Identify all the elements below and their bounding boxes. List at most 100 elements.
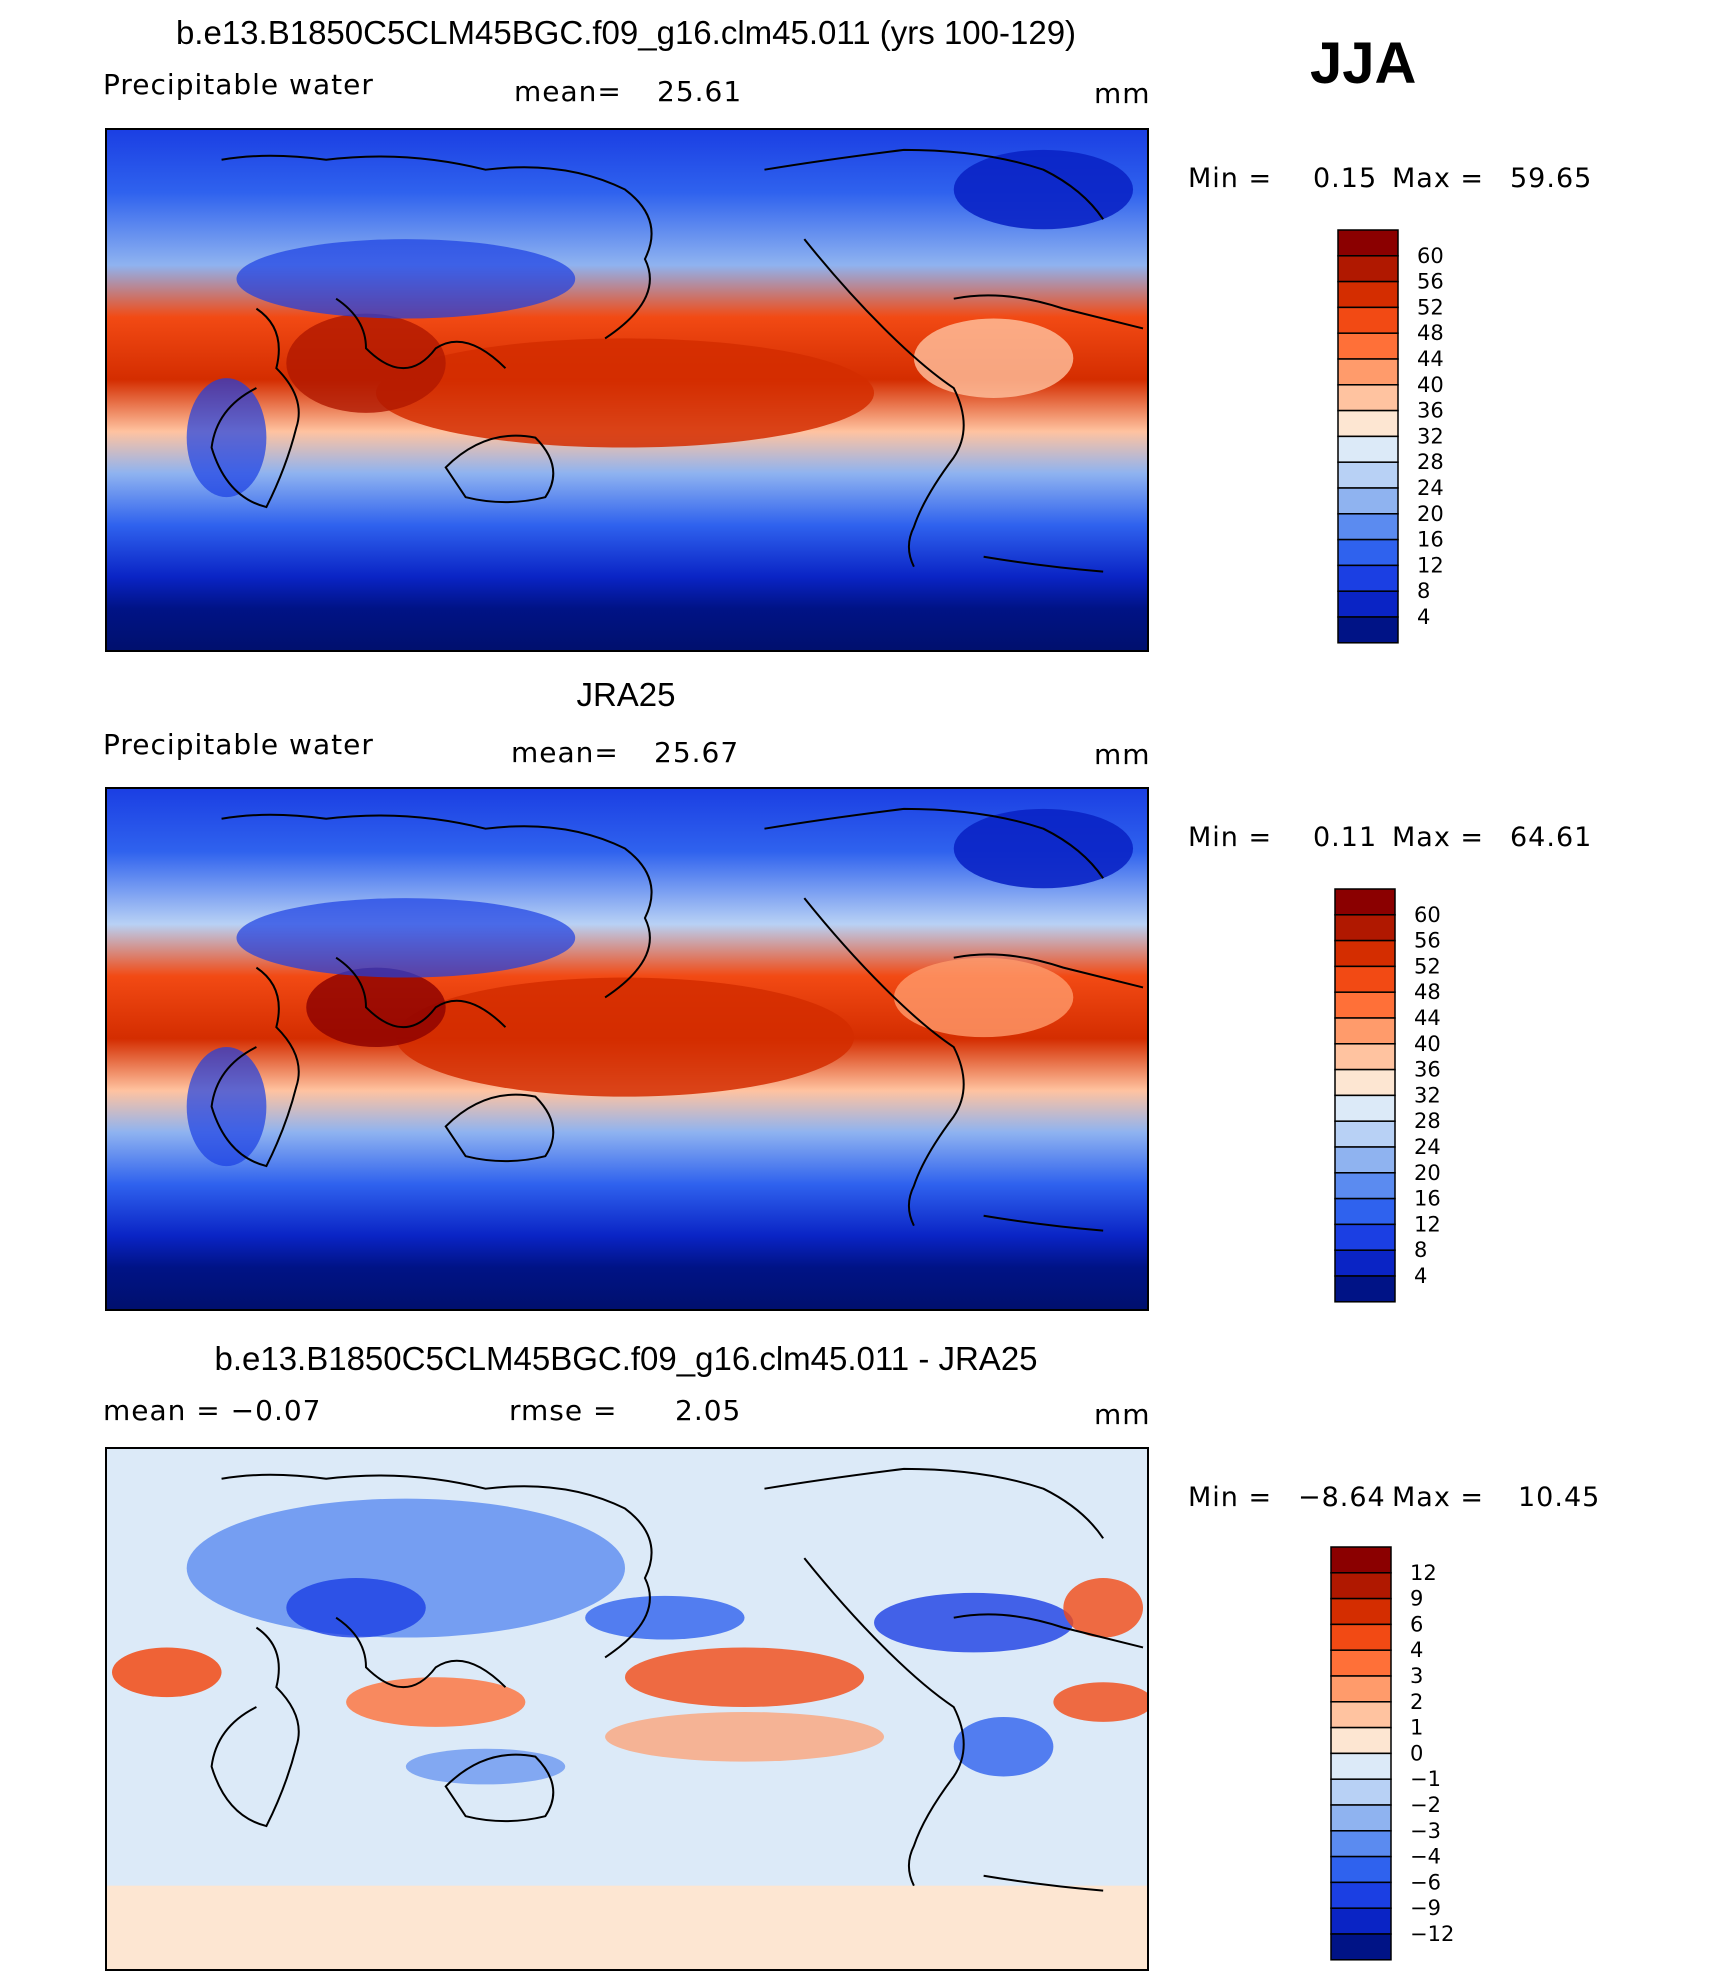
colorbar-tick-label: 40: [1414, 1032, 1441, 1056]
colorbar-tick-label: 52: [1414, 954, 1441, 978]
colorbar-tick-label: −6: [1410, 1870, 1441, 1894]
colorbar-swatch: [1330, 1597, 1392, 1626]
colorbar-swatch: [1334, 1197, 1396, 1226]
colorbar-swatch: [1330, 1649, 1392, 1677]
colorbar-tick-label: 4: [1417, 605, 1430, 629]
panel-2-colorbar: 60 56 52 48 44 40 36 32 28 24 20 16 12 8 4: [1334, 888, 1454, 1303]
colorbar-swatch: [1337, 409, 1399, 438]
colorbar-swatch: [1337, 461, 1399, 489]
colorbar-tick-label: 20: [1417, 502, 1444, 526]
panel-3-rmse-value: 2.05: [675, 1394, 742, 1427]
colorbar-swatch: [1337, 513, 1399, 541]
panel-3-map: [105, 1447, 1149, 1971]
colorbar-swatch: [1337, 358, 1399, 386]
panel-2-mean-label: mean=: [511, 736, 619, 769]
colorbar-tick-label: 24: [1417, 476, 1444, 500]
colorbar-tick-label: 48: [1417, 321, 1444, 345]
colorbar-swatch: [1330, 1675, 1392, 1703]
colorbar-swatch: [1334, 991, 1396, 1019]
colorbar-swatch: [1337, 306, 1399, 334]
colorbar-swatch: [1330, 1830, 1392, 1858]
panel-3-min-value: −8.64: [1298, 1482, 1386, 1513]
panel-2-variable-label: Precipitable water: [103, 728, 374, 761]
colorbar-swatch: [1337, 255, 1399, 283]
colorbar-swatch: [1337, 332, 1399, 360]
panel-2-units: mm: [1094, 738, 1151, 771]
colorbar-tick-label: 56: [1414, 929, 1441, 953]
panel-1-map-field: [107, 130, 1147, 650]
colorbar-tick-label: −1: [1410, 1767, 1441, 1791]
panel-1-map: [105, 128, 1149, 652]
colorbar-swatch: [1330, 1907, 1392, 1935]
panel-3-units: mm: [1094, 1398, 1151, 1431]
colorbar-swatch: [1334, 1172, 1396, 1200]
colorbar-swatch: [1337, 384, 1399, 412]
panel-3-max-value: 10.45: [1518, 1482, 1601, 1513]
colorbar-tick-label: 12: [1414, 1212, 1441, 1236]
panel-2-mean-value: 25.67: [654, 736, 740, 769]
colorbar-swatch: [1334, 1068, 1396, 1097]
colorbar-swatch: [1334, 1223, 1396, 1251]
panel-1-title: b.e13.B1850C5CLM45BGC.f09_g16.clm45.011 …: [175, 14, 1077, 51]
colorbar-swatch: [1334, 1120, 1396, 1148]
panel-3-title: b.e13.B1850C5CLM45BGC.f09_g16.clm45.011 …: [214, 1340, 1038, 1377]
colorbar-swatch: [1334, 1249, 1396, 1277]
colorbar-tick-label: 1: [1410, 1716, 1423, 1740]
panel-1-max-value: 59.65: [1510, 163, 1593, 194]
colorbar-swatch: [1330, 1546, 1392, 1574]
colorbar-swatch: [1334, 1017, 1396, 1045]
panel-1-mean-value: 25.61: [657, 75, 743, 108]
colorbar-tick-label: 20: [1414, 1161, 1441, 1185]
panel-1-variable-label: Precipitable water: [103, 68, 374, 101]
colorbar-tick-label: −12: [1410, 1922, 1454, 1946]
colorbar-tick-label: 12: [1410, 1561, 1437, 1585]
colorbar-swatch: [1330, 1855, 1392, 1884]
colorbar-tick-label: 60: [1417, 244, 1444, 268]
panel-2-max-value: 64.61: [1510, 822, 1593, 853]
colorbar-tick-label: 9: [1410, 1587, 1423, 1611]
colorbar-swatch: [1334, 1094, 1396, 1122]
colorbar-swatch: [1334, 914, 1396, 942]
colorbar-swatch: [1334, 888, 1396, 916]
colorbar-tick-label: −4: [1410, 1845, 1441, 1869]
panel-1-min-value: 0.15: [1313, 163, 1378, 194]
colorbar-tick-label: 52: [1417, 295, 1444, 319]
panel-1-units: mm: [1094, 77, 1151, 110]
colorbar-tick-label: 12: [1417, 553, 1444, 577]
colorbar-tick-label: 16: [1414, 1187, 1441, 1211]
panel-1-min-label: Min =: [1188, 163, 1273, 194]
colorbar-swatch: [1334, 1043, 1396, 1071]
colorbar-swatch: [1330, 1572, 1392, 1600]
colorbar-tick-label: 4: [1414, 1264, 1427, 1288]
colorbar-tick-label: 48: [1414, 980, 1441, 1004]
colorbar-tick-label: 0: [1410, 1741, 1423, 1765]
colorbar-swatch: [1330, 1701, 1392, 1729]
panel-2-map: [105, 787, 1149, 1311]
colorbar-tick-label: 32: [1417, 424, 1444, 448]
season-label: JJA: [1310, 31, 1417, 96]
colorbar-tick-label: −9: [1410, 1896, 1441, 1920]
colorbar-swatch: [1330, 1778, 1392, 1806]
colorbar-tick-label: 16: [1417, 528, 1444, 552]
colorbar-tick-label: −3: [1410, 1819, 1441, 1843]
colorbar-swatch: [1334, 965, 1396, 993]
colorbar-swatch: [1330, 1881, 1392, 1909]
colorbar-tick-label: 44: [1417, 347, 1444, 371]
colorbar-swatch: [1334, 1275, 1396, 1303]
panel-1-colorbar: 60 56 52 48 44 40 36 32 28 24 20 16 12 8 4: [1337, 229, 1457, 644]
panel-2-min-label: Min =: [1188, 822, 1273, 853]
colorbar-tick-label: 24: [1414, 1135, 1441, 1159]
colorbar-tick-label: 36: [1414, 1058, 1441, 1082]
panel-1-mean-label: mean=: [514, 75, 622, 108]
colorbar-swatch: [1330, 1623, 1392, 1651]
colorbar-swatch: [1337, 435, 1399, 463]
panel-2-min-value: 0.11: [1313, 822, 1378, 853]
colorbar-tick-label: 60: [1414, 903, 1441, 927]
colorbar-tick-label: 36: [1417, 399, 1444, 423]
colorbar-swatch: [1330, 1752, 1392, 1780]
colorbar-swatch: [1330, 1933, 1392, 1961]
colorbar-swatch: [1330, 1726, 1392, 1755]
panel-3-mean-text: mean = −0.07: [103, 1394, 322, 1427]
